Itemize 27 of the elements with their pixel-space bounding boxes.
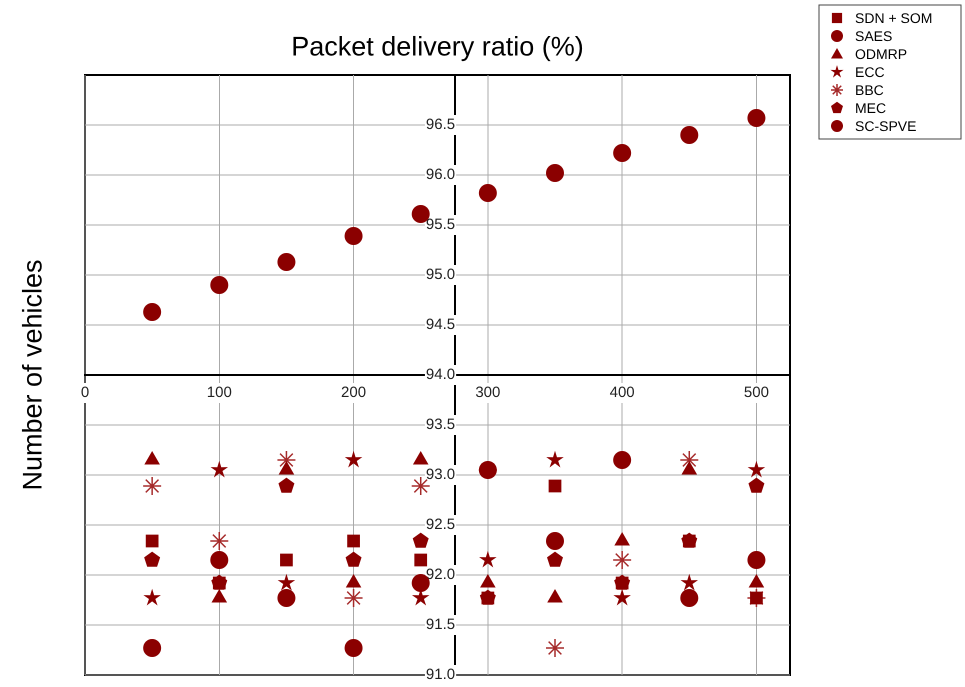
legend-label: MEC [855,100,886,116]
legend-label: BBC [855,82,884,98]
y-tick-label: 94.0 [426,366,456,384]
y-tick-label: 92.0 [426,566,456,584]
x-tick-label: 400 [610,384,635,402]
y-tick-label: 94.5 [426,316,456,334]
legend-label: ECC [855,64,885,80]
y-axis-title: Number of vehicles [17,259,48,491]
y-tick-label: 93.5 [426,416,456,434]
legend-label: SDN + SOM [855,10,932,26]
y-tick-label: 96.0 [426,166,456,184]
x-tick-label: 100 [206,384,232,402]
y-tick-label: 96.5 [426,116,456,134]
y-tick-label: 91.0 [426,666,456,684]
y-tick-label: 93.0 [426,466,456,484]
x-tick-label: 300 [475,384,500,402]
legend-label: SAES [855,28,892,44]
x-tick-label: 500 [744,384,769,402]
y-tick-label: 95.0 [426,266,456,284]
y-tick-label: 91.5 [426,616,456,634]
x-tick-label: 0 [80,384,90,402]
chart-title: Packet delivery ratio (%) [291,31,584,62]
y-tick-label: 95.5 [426,216,456,234]
y-tick-label: 92.5 [426,516,456,534]
x-tick-label: 200 [341,384,366,402]
legend-label: SC-SPVE [855,118,916,134]
legend-label: ODMRP [855,46,908,62]
